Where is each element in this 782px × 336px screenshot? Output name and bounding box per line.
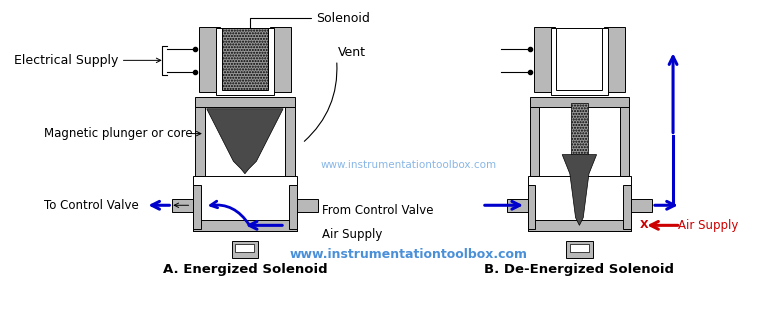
Bar (196, 97, 295, 107)
Text: From Control Valve: From Control Valve (322, 204, 434, 216)
Text: Air Supply: Air Supply (322, 228, 382, 241)
Polygon shape (562, 155, 597, 225)
Bar (619, 107, 629, 176)
Bar (570, 245, 589, 252)
Text: B. De-Energized Solenoid: B. De-Energized Solenoid (484, 263, 674, 276)
Bar (571, 103, 588, 159)
Bar (270, 27, 291, 91)
Text: www.instrumentationtoolbox.com: www.instrumentationtoolbox.com (289, 248, 527, 260)
Text: Vent: Vent (338, 46, 366, 59)
Bar (557, 29, 602, 90)
Bar (289, 185, 296, 229)
Bar (172, 199, 193, 212)
Text: X: X (640, 220, 649, 230)
Bar (196, 107, 205, 176)
Bar (551, 29, 608, 95)
Bar (193, 185, 201, 229)
Text: To Control Valve: To Control Valve (45, 199, 139, 212)
Bar (529, 97, 629, 107)
Bar (507, 199, 528, 212)
Polygon shape (206, 109, 283, 174)
Text: Solenoid: Solenoid (247, 12, 371, 52)
Text: Air Supply: Air Supply (678, 219, 738, 232)
Bar (235, 245, 254, 252)
Bar (193, 220, 296, 231)
Bar (231, 241, 258, 258)
Bar (533, 27, 554, 91)
Bar (285, 107, 295, 176)
Bar (631, 199, 652, 212)
Bar (199, 27, 220, 91)
Text: Magnetic plunger or core: Magnetic plunger or core (45, 127, 193, 140)
Bar (193, 176, 296, 231)
Bar (296, 199, 317, 212)
Bar (623, 185, 631, 229)
Bar (529, 107, 540, 176)
Bar (528, 220, 631, 231)
Text: A. Energized Solenoid: A. Energized Solenoid (163, 263, 327, 276)
Bar (217, 29, 274, 95)
Text: Electrical Supply: Electrical Supply (14, 54, 119, 67)
Bar (528, 176, 631, 231)
Text: www.instrumentationtoolbox.com: www.instrumentationtoolbox.com (321, 160, 497, 170)
Bar (222, 29, 268, 90)
Bar (528, 185, 536, 229)
Bar (566, 241, 593, 258)
Bar (604, 27, 626, 91)
